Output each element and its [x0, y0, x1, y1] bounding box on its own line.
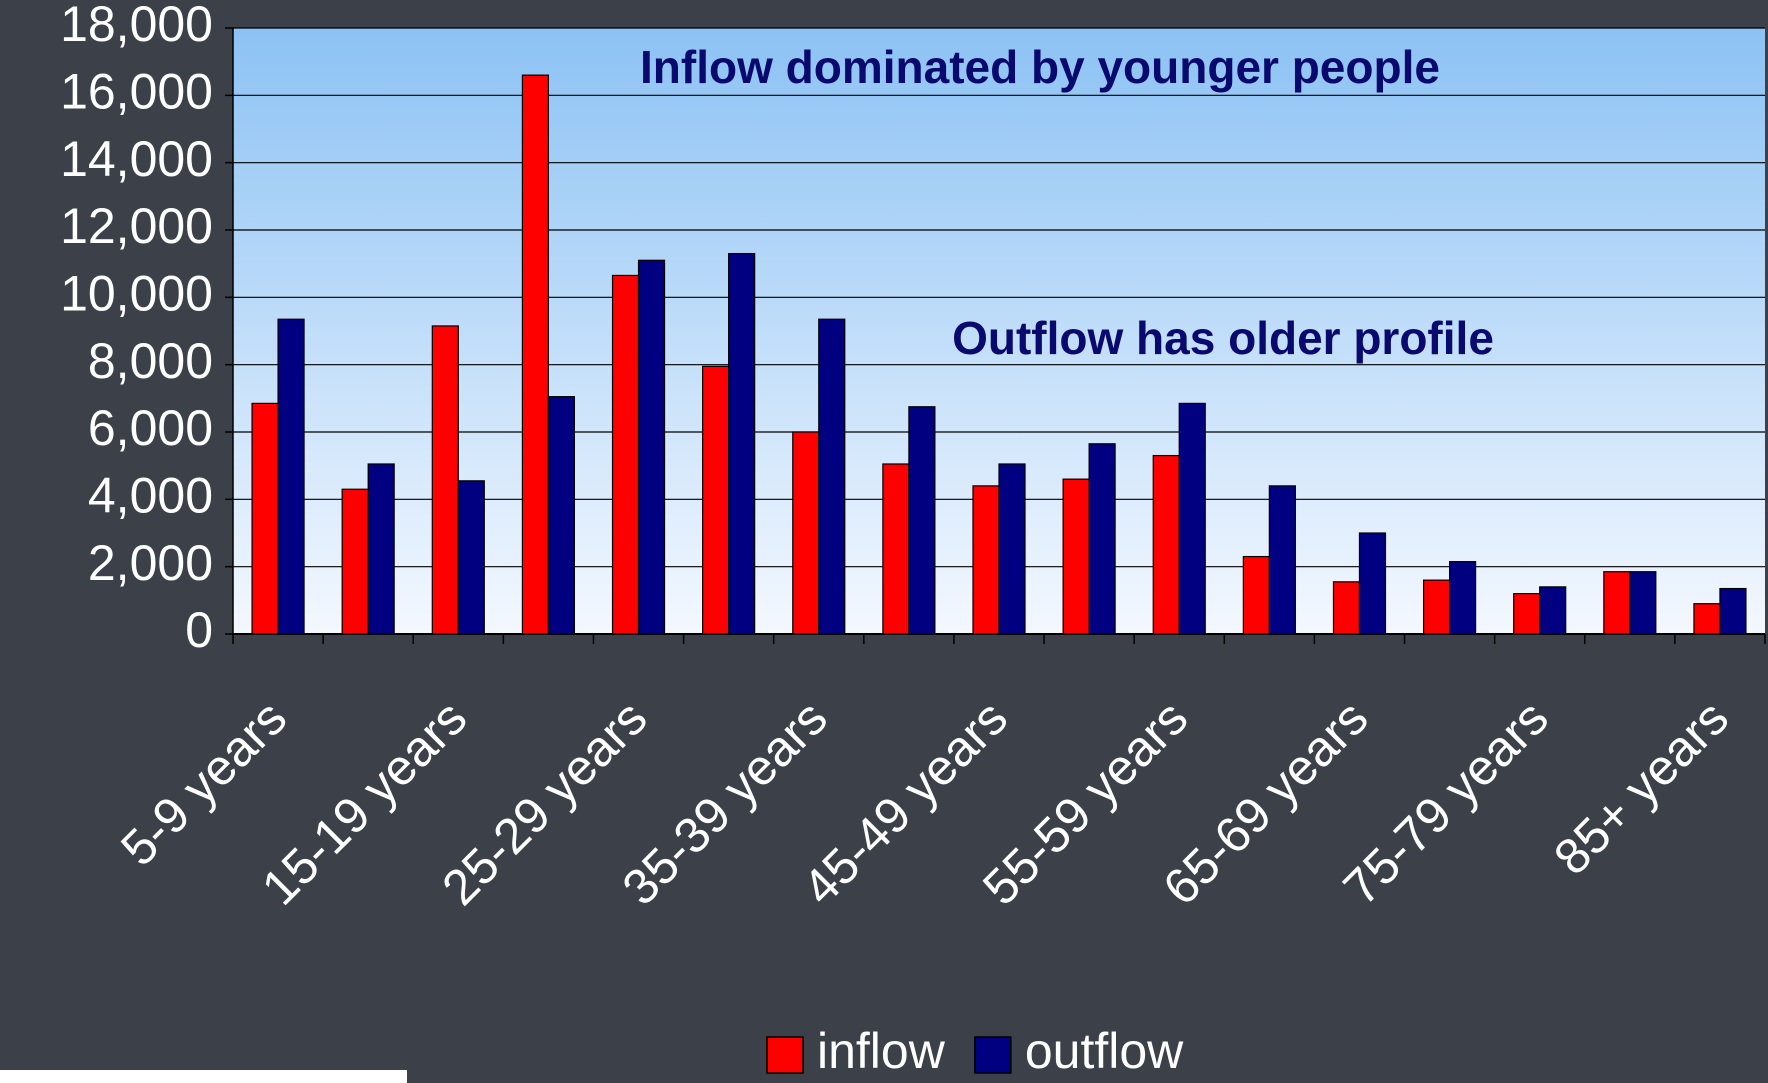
- legend-swatch: [975, 1037, 1011, 1073]
- bar: [639, 260, 665, 634]
- page: {"chart_data": {"type": "bar", "annotati…: [0, 0, 1768, 1083]
- bar: [278, 319, 304, 634]
- legend-label: inflow: [817, 1023, 946, 1079]
- bar: [1540, 587, 1566, 634]
- bar: [793, 432, 819, 634]
- bar: [1694, 604, 1720, 634]
- bar: [1243, 557, 1269, 634]
- corner-box: [0, 1070, 407, 1083]
- bar: [883, 464, 909, 634]
- bar: [819, 319, 845, 634]
- bar: [1269, 486, 1295, 634]
- bar: [1450, 562, 1476, 634]
- bar: [432, 326, 458, 634]
- y-tick-label: 0: [185, 602, 213, 658]
- bar: [973, 486, 999, 634]
- bar: [1424, 580, 1450, 634]
- y-tick-label: 6,000: [88, 400, 213, 456]
- bar: [548, 397, 574, 634]
- bar: [1359, 533, 1385, 634]
- bar: [522, 75, 548, 634]
- legend-swatch: [767, 1037, 803, 1073]
- bar: [1063, 479, 1089, 634]
- bar: [909, 407, 935, 634]
- bar: [458, 481, 484, 634]
- y-tick-label: 12,000: [60, 198, 213, 254]
- x-tick-label: 5-9 years: [110, 690, 297, 877]
- bar: [1630, 572, 1656, 634]
- y-tick-label: 2,000: [88, 535, 213, 591]
- bar: [729, 254, 755, 634]
- bar: [1179, 403, 1205, 634]
- bar: [252, 403, 278, 634]
- chart: Inflow dominated by younger people Outfl…: [0, 0, 1768, 1083]
- bar: [1604, 572, 1630, 634]
- bar: [1153, 456, 1179, 634]
- annotation: Outflow has older profile: [952, 312, 1494, 364]
- y-tick-label: 8,000: [88, 333, 213, 389]
- bar: [368, 464, 394, 634]
- bar: [1720, 589, 1746, 634]
- bar: [999, 464, 1025, 634]
- legend-label: outflow: [1025, 1023, 1184, 1079]
- bar: [1089, 444, 1115, 634]
- bar: [613, 275, 639, 634]
- bar: [1333, 582, 1359, 634]
- annotation: Inflow dominated by younger people: [640, 41, 1440, 93]
- y-tick-label: 14,000: [60, 131, 213, 187]
- bar: [703, 366, 729, 634]
- bar: [342, 489, 368, 634]
- x-tick-label: 85+ years: [1543, 690, 1739, 886]
- y-tick-label: 16,000: [60, 64, 213, 120]
- y-tick-label: 18,000: [60, 0, 213, 52]
- bar: [1514, 594, 1540, 634]
- y-tick-label: 4,000: [88, 468, 213, 524]
- y-tick-label: 10,000: [60, 266, 213, 322]
